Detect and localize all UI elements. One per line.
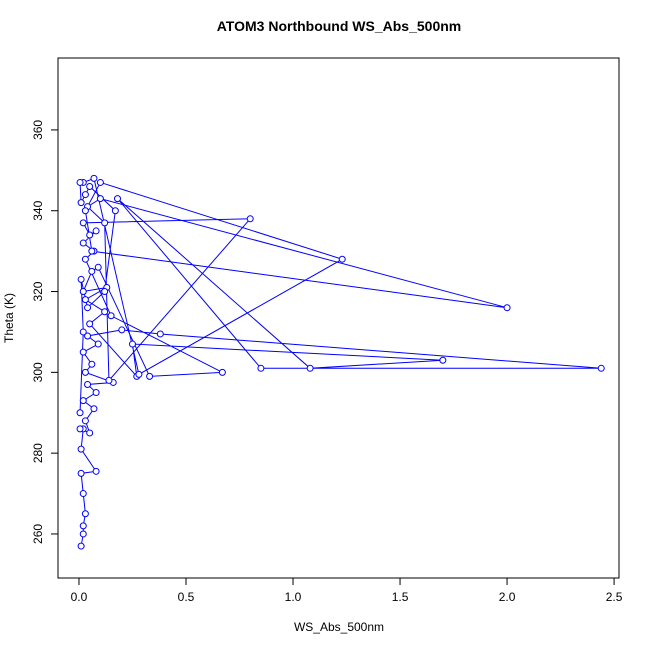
data-point: [146, 372, 154, 380]
data-point: [76, 409, 84, 417]
data-point: [439, 356, 447, 364]
data-point: [77, 445, 85, 453]
data-point: [92, 389, 100, 397]
data-point: [257, 364, 265, 372]
x-tick-label: 0.5: [178, 590, 195, 604]
data-point: [79, 530, 87, 538]
data-point: [156, 330, 164, 338]
data-point: [86, 429, 94, 437]
data-point: [118, 326, 126, 334]
y-tick-label: 300: [31, 362, 45, 382]
data-point: [79, 522, 87, 530]
x-tick-label: 0.0: [71, 590, 88, 604]
data-point: [111, 207, 119, 215]
data-point: [76, 178, 84, 186]
data-point: [79, 328, 87, 336]
y-axis-label: Theta (K): [2, 293, 16, 343]
y-tick-label: 280: [31, 443, 45, 463]
data-point: [81, 207, 89, 215]
data-point: [503, 304, 511, 312]
data-point: [92, 467, 100, 475]
data-point: [79, 239, 87, 247]
x-tick-label: 1.5: [392, 590, 409, 604]
data-point: [88, 247, 96, 255]
data-point: [77, 542, 85, 550]
data-point: [101, 288, 109, 296]
data-point: [90, 174, 98, 182]
data-point: [96, 178, 104, 186]
y-tick-label: 320: [31, 281, 45, 301]
data-point: [84, 332, 92, 340]
y-tick-label: 260: [31, 524, 45, 544]
x-tick-label: 2.5: [606, 590, 623, 604]
data-point: [77, 199, 85, 207]
data-point: [86, 231, 94, 239]
x-axis-label: WS_Abs_500nm: [294, 620, 384, 634]
data-point: [101, 219, 109, 227]
data-point: [218, 368, 226, 376]
y-tick-label: 360: [31, 120, 45, 140]
data-point: [79, 490, 87, 498]
data-point: [88, 267, 96, 275]
data-point: [88, 360, 96, 368]
data-point: [79, 348, 87, 356]
x-tick-label: 1.0: [285, 590, 302, 604]
data-point: [81, 191, 89, 199]
data-point: [81, 368, 89, 376]
data-point: [79, 288, 87, 296]
data-point: [105, 376, 113, 384]
data-point: [101, 308, 109, 316]
data-point: [79, 219, 87, 227]
data-point: [90, 405, 98, 413]
y-tick-label: 340: [31, 200, 45, 220]
data-point: [81, 417, 89, 425]
data-point: [128, 340, 136, 348]
data-point: [597, 364, 605, 372]
data-point: [86, 182, 94, 190]
data-point: [92, 227, 100, 235]
chart-title: ATOM3 Northbound WS_Abs_500nm: [217, 18, 462, 34]
data-point: [76, 425, 84, 433]
x-tick-label: 2.0: [499, 590, 516, 604]
data-point: [246, 215, 254, 223]
data-point: [86, 320, 94, 328]
data-point: [79, 397, 87, 405]
data-line: [79, 177, 602, 547]
data-point: [96, 195, 104, 203]
data-point: [94, 263, 102, 271]
data-point: [77, 469, 85, 477]
data-point: [114, 195, 122, 203]
data-point: [94, 340, 102, 348]
data-point: [84, 380, 92, 388]
data-point: [81, 255, 89, 263]
data-point: [306, 364, 314, 372]
data-point: [77, 275, 85, 283]
data-point: [107, 312, 115, 320]
data-point: [135, 370, 143, 378]
data-point: [84, 304, 92, 312]
data-point: [338, 255, 346, 263]
data-point: [81, 510, 89, 518]
data-point: [81, 296, 89, 304]
